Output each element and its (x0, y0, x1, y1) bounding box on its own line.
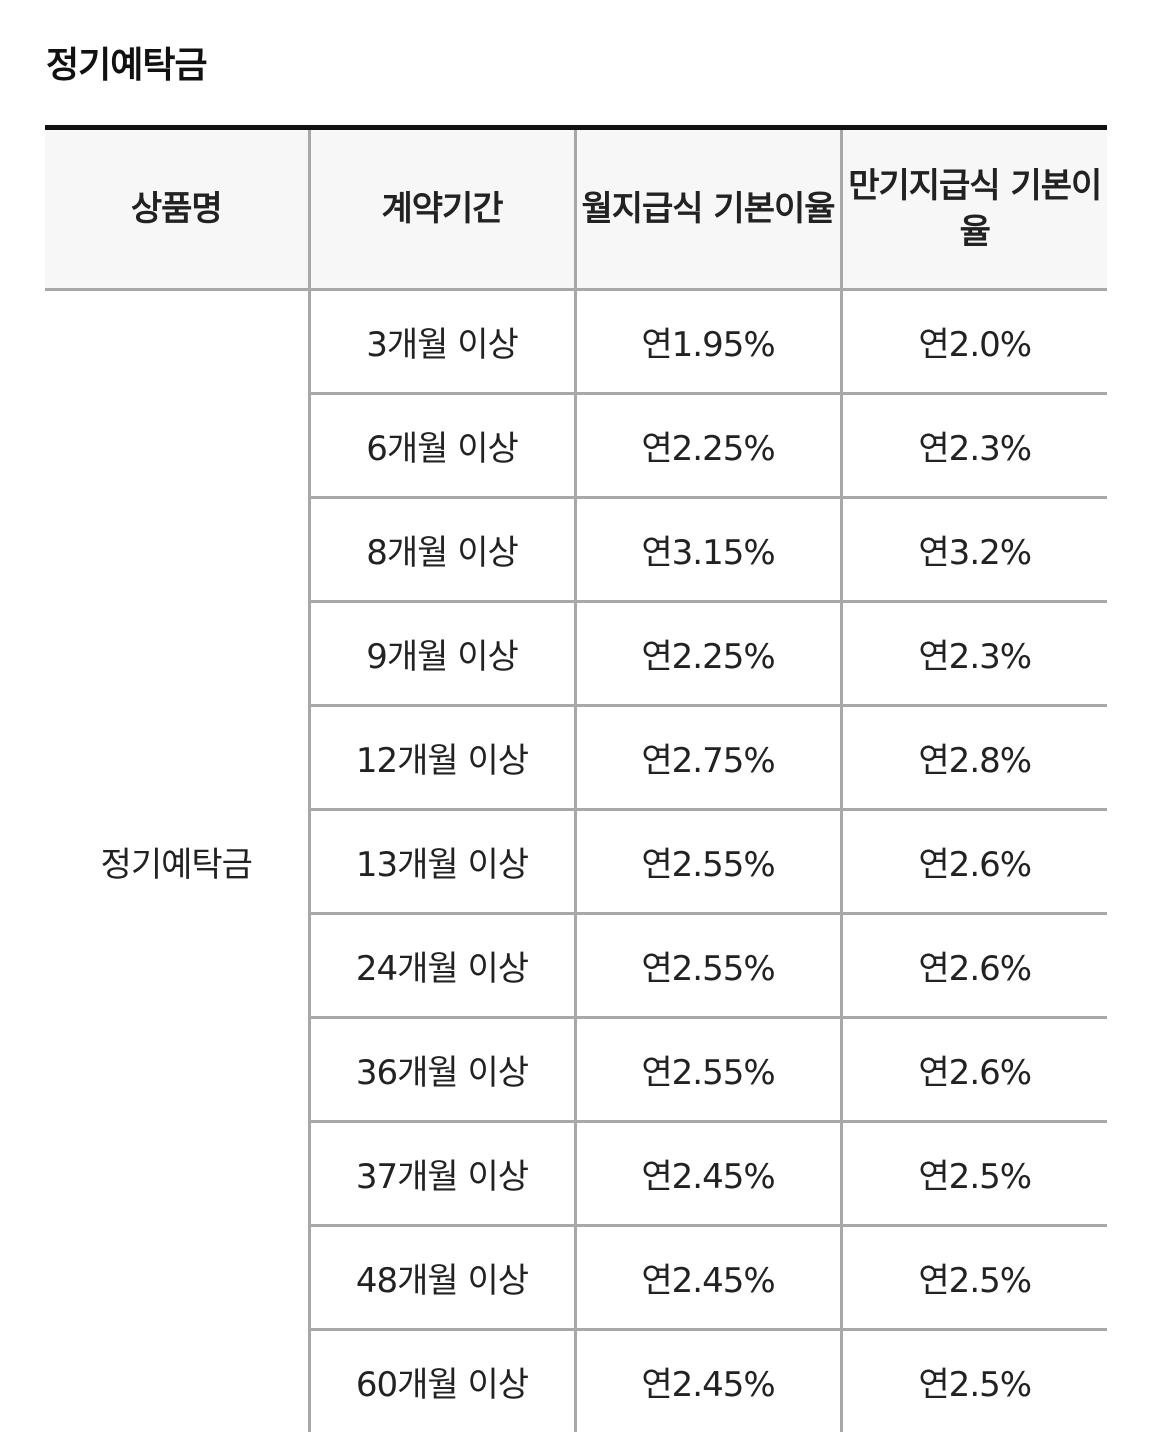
contract-period-cell: 48개월 이상 (309, 1226, 575, 1330)
monthly-rate-cell: 연2.55% (575, 1018, 841, 1122)
contract-period-cell: 13개월 이상 (309, 810, 575, 914)
maturity-rate-cell: 연2.3% (841, 602, 1107, 706)
monthly-rate-cell: 연1.95% (575, 290, 841, 394)
contract-period-cell: 37개월 이상 (309, 1122, 575, 1226)
contract-period-cell: 3개월 이상 (309, 290, 575, 394)
monthly-rate-cell: 연2.45% (575, 1330, 841, 1432)
maturity-rate-cell: 연2.5% (841, 1330, 1107, 1432)
contract-period-cell: 36개월 이상 (309, 1018, 575, 1122)
header-monthly-rate: 월지급식 기본이율 (575, 128, 841, 290)
contract-period-cell: 9개월 이상 (309, 602, 575, 706)
maturity-rate-cell: 연2.5% (841, 1122, 1107, 1226)
contract-period-cell: 8개월 이상 (309, 498, 575, 602)
maturity-rate-cell: 연2.6% (841, 1018, 1107, 1122)
monthly-rate-cell: 연2.45% (575, 1122, 841, 1226)
maturity-rate-cell: 연3.2% (841, 498, 1107, 602)
maturity-rate-cell: 연2.8% (841, 706, 1107, 810)
contract-period-cell: 6개월 이상 (309, 394, 575, 498)
monthly-rate-cell: 연3.15% (575, 498, 841, 602)
maturity-rate-cell: 연2.3% (841, 394, 1107, 498)
maturity-rate-cell: 연2.5% (841, 1226, 1107, 1330)
section-title: 정기예탁금 (46, 36, 207, 88)
header-contract-period: 계약기간 (309, 128, 575, 290)
maturity-rate-cell: 연2.6% (841, 810, 1107, 914)
monthly-rate-cell: 연2.75% (575, 706, 841, 810)
monthly-rate-cell: 연2.25% (575, 602, 841, 706)
monthly-rate-cell: 연2.45% (575, 1226, 841, 1330)
header-row: 상품명 계약기간 월지급식 기본이율 만기지급식 기본이율 (45, 128, 1107, 290)
contract-period-cell: 12개월 이상 (309, 706, 575, 810)
monthly-rate-cell: 연2.55% (575, 914, 841, 1018)
maturity-rate-cell: 연2.0% (841, 290, 1107, 394)
monthly-rate-cell: 연2.55% (575, 810, 841, 914)
contract-period-cell: 60개월 이상 (309, 1330, 575, 1432)
product-name-cell: 정기예탁금 (45, 290, 309, 1432)
contract-period-cell: 24개월 이상 (309, 914, 575, 1018)
header-maturity-rate: 만기지급식 기본이율 (841, 128, 1107, 290)
maturity-rate-cell: 연2.6% (841, 914, 1107, 1018)
table-header: 상품명 계약기간 월지급식 기본이율 만기지급식 기본이율 (45, 128, 1107, 290)
header-product-name: 상품명 (45, 128, 309, 290)
monthly-rate-cell: 연2.25% (575, 394, 841, 498)
